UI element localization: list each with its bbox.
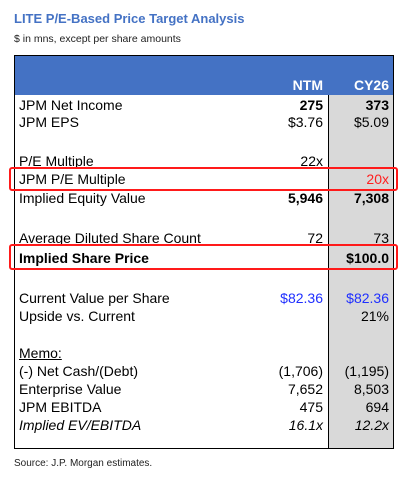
source-note: Source: J.P. Morgan estimates. — [14, 458, 153, 469]
cy26-column-shade — [328, 95, 393, 448]
row-cy26-value: (1,195) — [344, 363, 389, 379]
table-row: JPM EBITDA 475 694 — [15, 398, 393, 416]
row-label: Implied Equity Value — [19, 190, 146, 206]
row-ntm-value: 72 — [307, 230, 323, 246]
page-subtitle: $ in mns, except per share amounts — [14, 33, 181, 45]
row-ntm-value: 16.1x — [288, 417, 323, 433]
valuation-table: NTM CY26 JPM Net Income 275 373 JPM EPS … — [14, 55, 394, 449]
highlight-box-share-price — [9, 244, 398, 270]
row-ntm-value: 5,946 — [287, 190, 323, 206]
header-cy26: CY26 — [353, 77, 389, 93]
row-label: Average Diluted Share Count — [19, 230, 201, 246]
memo-label: Memo: — [19, 345, 62, 361]
row-label: JPM EBITDA — [19, 399, 102, 415]
row-cy26-value: 373 — [365, 97, 389, 113]
header-row: NTM CY26 — [15, 76, 393, 94]
row-cy26-value: 694 — [365, 399, 389, 415]
row-label: (-) Net Cash/(Debt) — [19, 363, 139, 379]
row-cy26-value: 7,308 — [353, 190, 389, 206]
row-label: JPM EPS — [19, 114, 79, 130]
row-ntm-value: 275 — [299, 97, 323, 113]
header-ntm: NTM — [292, 77, 323, 93]
row-cy26-value: 8,503 — [353, 381, 389, 397]
row-cy26-value: 73 — [373, 230, 389, 246]
row-ntm-value: 475 — [299, 399, 323, 415]
row-ntm-value: $3.76 — [287, 114, 323, 130]
row-label: Current Value per Share — [19, 290, 170, 306]
row-cy26-value: $82.36 — [346, 290, 389, 306]
row-label: Implied Share Price — [19, 250, 149, 266]
table-row: Upside vs. Current 21% — [15, 307, 393, 325]
table-row: Implied Share Price $100.0 — [15, 249, 393, 267]
row-label: JPM P/E Multiple — [19, 171, 126, 187]
row-cy26-value: $100.0 — [346, 250, 389, 266]
table-row: JPM P/E Multiple 20x — [15, 170, 393, 188]
table-row: Current Value per Share $82.36 $82.36 — [15, 289, 393, 307]
row-label: P/E Multiple — [19, 153, 94, 169]
table-row: P/E Multiple 22x — [15, 152, 393, 170]
row-cy26-value: $5.09 — [353, 114, 389, 130]
page-title: LITE P/E-Based Price Target Analysis — [14, 11, 245, 26]
row-label: Implied EV/EBITDA — [19, 417, 142, 433]
row-ntm-value: (1,706) — [278, 363, 323, 379]
table-row: Enterprise Value 7,652 8,503 — [15, 380, 393, 398]
table-row: JPM EPS $3.76 $5.09 — [15, 113, 393, 131]
row-ntm-value: 7,652 — [287, 381, 323, 397]
row-ntm-value: 22x — [300, 153, 323, 169]
row-label: Enterprise Value — [19, 381, 122, 397]
table-header — [15, 56, 393, 95]
row-cy26-value: 21% — [360, 308, 389, 324]
row-ntm-value: $82.36 — [280, 290, 323, 306]
row-label: JPM Net Income — [19, 97, 123, 113]
table-row: (-) Net Cash/(Debt) (1,706) (1,195) — [15, 362, 393, 380]
table-row: Implied Equity Value 5,946 7,308 — [15, 189, 393, 207]
row-cy26-value: 12.2x — [354, 417, 389, 433]
table-row: Memo: — [15, 344, 393, 362]
table-row: Implied EV/EBITDA 16.1x 12.2x — [15, 416, 393, 434]
table-row: JPM Net Income 275 373 — [15, 96, 393, 114]
row-cy26-value: 20x — [366, 171, 389, 187]
table-row: Average Diluted Share Count 72 73 — [15, 229, 393, 247]
row-label: Upside vs. Current — [19, 308, 135, 324]
highlight-box-pe-multiple — [9, 167, 398, 191]
